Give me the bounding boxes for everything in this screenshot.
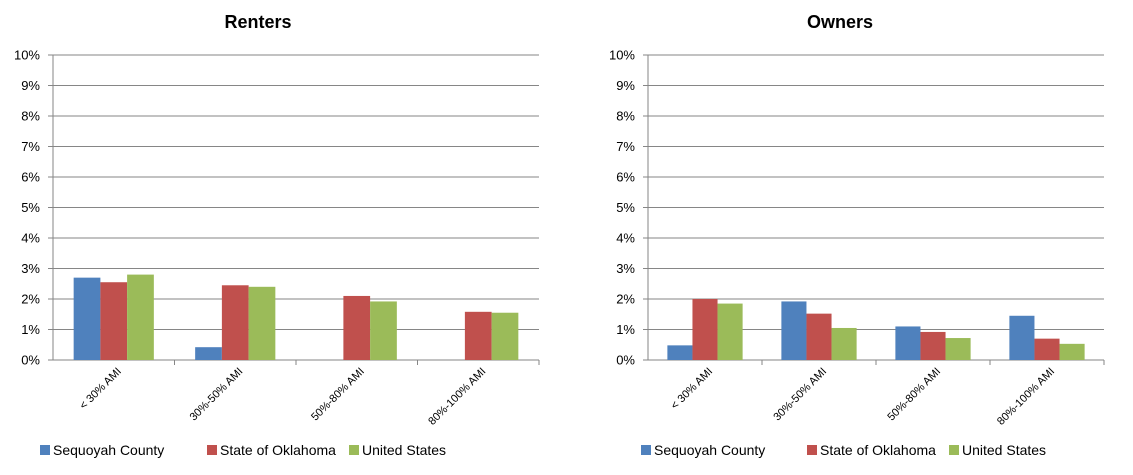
y-tick-label: 4% [21,231,40,246]
chart-title: Renters [224,12,291,32]
y-tick-label: 7% [21,139,40,154]
bar [717,303,743,360]
bar [195,347,222,360]
y-tick-label: 7% [616,139,635,154]
legend-label: Sequoyah County [53,442,164,458]
y-tick-label: 2% [616,292,635,307]
y-tick-label: 0% [616,353,635,368]
y-tick-label: 8% [616,109,635,124]
y-tick-label: 1% [21,322,40,337]
legend-label: State of Oklahoma [220,442,336,458]
bar [464,311,492,360]
y-tick-label: 8% [21,109,40,124]
x-tick-label: 80%-100% AMI [426,366,488,428]
bar [127,274,154,360]
y-tick-label: 9% [21,78,40,93]
bar [781,301,807,360]
renters-chart-svg: Renters 0% 1% 2% 3% 4% 5% 6% 7% 8% 9% 10% < 30% AMI… [14,12,540,458]
renters-legend: Sequoyah County State of Oklahoma United S… [40,442,446,458]
y-tick-label: 6% [21,170,40,185]
bar [667,345,693,360]
bar [248,286,276,360]
legend-swatch [349,445,359,455]
legend-swatch [949,445,959,455]
y-tick-label: 2% [21,292,40,307]
legend-label: United States [962,442,1046,458]
owners-legend: Sequoyah County State of Oklahoma United S… [641,442,1046,458]
owners-chart-svg: Owners 0% 1% 2% 3% 4% 5% 6% 7% 8% 9% 10% < 30% AMI 3… [609,12,1105,458]
renters-plot-area: 0% 1% 2% 3% 4% 5% 6% 7% 8% 9% 10% < 30% AMI 30%-50% … [14,48,540,428]
y-tick-label: 3% [616,261,635,276]
renters-chart: Renters 0% 1% 2% 3% 4% 5% 6% 7% 8% 9% 10% < 30% AMI… [0,0,566,475]
legend-label: State of Oklahoma [820,442,936,458]
x-tick-label: 80%-100% AMI [995,366,1057,428]
chart-title: Owners [807,12,873,32]
y-tick-label: 9% [616,78,635,93]
y-tick-label: 0% [21,353,40,368]
y-tick-label: 6% [616,170,635,185]
legend-swatch [40,445,50,455]
legend-label: Sequoyah County [654,442,765,458]
legend-swatch [807,445,817,455]
y-tick-label: 5% [616,200,635,215]
bar [895,326,921,360]
bar [221,285,249,360]
y-tick-label: 10% [14,48,40,63]
owners-chart: Owners 0% 1% 2% 3% 4% 5% 6% 7% 8% 9% 10% < 30% AMI 3… [567,0,1133,475]
bar [100,282,128,360]
bar [491,312,519,360]
bar [73,277,101,360]
y-tick-label: 10% [609,48,635,63]
x-tick-label: < 30% AMI [78,366,124,412]
bar [343,295,371,360]
bar [370,301,397,360]
y-tick-label: 1% [616,322,635,337]
x-tick-label: 50%-80% AMI [885,366,943,424]
x-tick-label: 30%-50% AMI [188,366,246,424]
x-tick-label: 50%-80% AMI [309,366,367,424]
bar [692,299,718,360]
bar [831,327,857,360]
y-tick-label: 3% [21,261,40,276]
bar [806,313,832,360]
x-tick-label: < 30% AMI [669,366,715,412]
bar [1034,338,1060,360]
bar [945,338,971,360]
bar [920,331,946,360]
bar [1059,343,1085,360]
legend-label: United States [362,442,446,458]
owners-plot-area: 0% 1% 2% 3% 4% 5% 6% 7% 8% 9% 10% < 30% AMI 30%-50% … [609,48,1105,428]
legend-swatch [641,445,651,455]
y-tick-label: 5% [21,200,40,215]
legend-swatch [207,445,217,455]
y-tick-label: 4% [616,231,635,246]
bar [1009,315,1035,360]
x-tick-label: 30%-50% AMI [771,366,829,424]
